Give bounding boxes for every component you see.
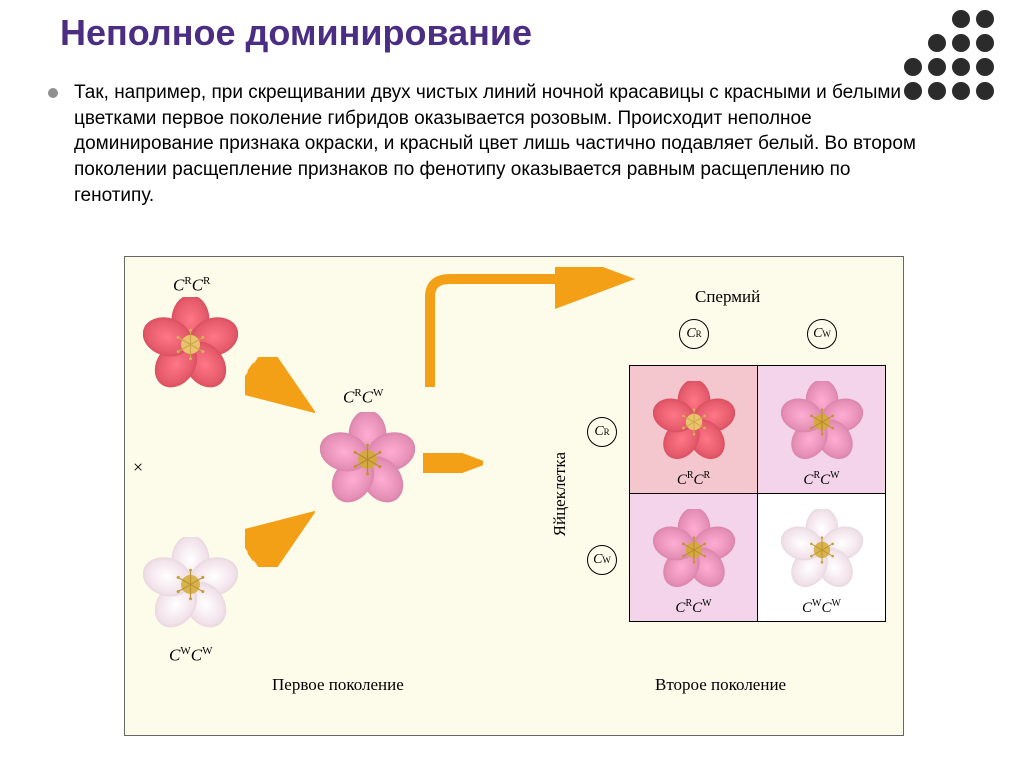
- genetics-diagram: CRCR × CWCW: [124, 256, 904, 736]
- cross-symbol: ×: [133, 457, 143, 478]
- label-egg: Яйцеклетка: [550, 452, 570, 536]
- allele-circle-sperm-R: CR: [679, 319, 709, 349]
- punnett-cell-RW: CRCW: [630, 494, 758, 622]
- arrow-icon: [245, 357, 315, 417]
- allele-circle-egg-W: CW: [587, 545, 617, 575]
- genotype-parent-white: CWCW: [169, 645, 212, 666]
- label-sperm: Спермий: [695, 287, 760, 307]
- punnett-cell-WW: CWCW: [758, 494, 886, 622]
- allele-circle-sperm-W: CW: [807, 319, 837, 349]
- genotype-parent-red: CRCR: [173, 275, 210, 296]
- arrow-icon: [423, 453, 483, 473]
- bullet-icon: [48, 88, 58, 98]
- page-title: Неполное доминирование: [60, 12, 532, 54]
- arrow-icon: [245, 507, 315, 567]
- punnett-cell-RW: CRCW: [758, 366, 886, 494]
- curved-arrow-icon: [415, 267, 635, 397]
- genotype-f1: CRCW: [343, 387, 383, 408]
- punnett-cell-RR: CRCR: [630, 366, 758, 494]
- f1-pink-flower: [320, 412, 415, 507]
- allele-circle-egg-R: CR: [587, 417, 617, 447]
- punnett-square: CRCR CRCW: [629, 365, 886, 622]
- parent-white-flower: [143, 537, 238, 632]
- label-first-generation: Первое поколение: [272, 675, 404, 695]
- label-second-generation: Второе поколение: [655, 675, 786, 695]
- body-paragraph: Так, например, при скрещивании двух чист…: [74, 80, 934, 208]
- parent-red-flower: [143, 297, 238, 392]
